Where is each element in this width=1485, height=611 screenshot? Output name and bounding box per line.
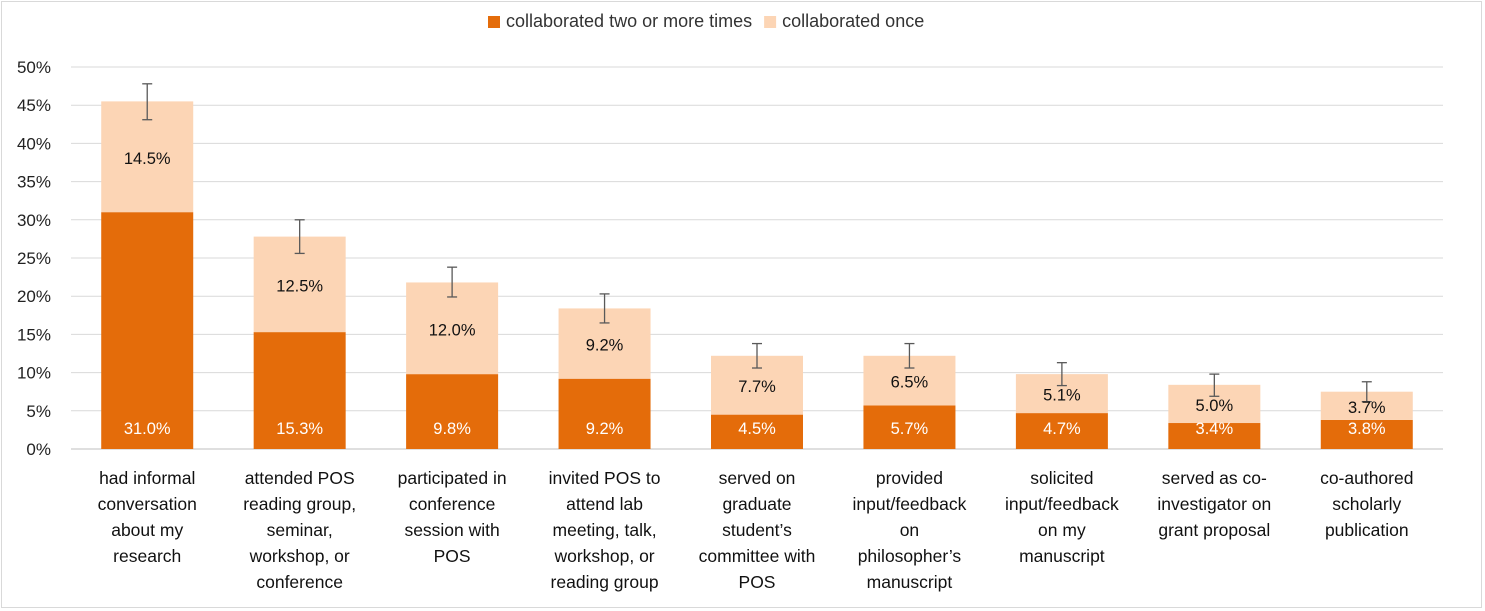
x-category-label: invited POS to attend lab meeting, talk, wo… — [549, 468, 661, 592]
x-category-label-line: reading group — [551, 572, 659, 592]
x-category-label-line: served on — [719, 468, 796, 488]
legend-entry: collaborated two or more times — [506, 11, 752, 31]
x-category-label-line: reading group, — [243, 494, 356, 514]
x-category-label-line: conference — [256, 572, 343, 592]
bar-segment-two-or-more — [406, 374, 499, 449]
data-label-once: 3.7% — [1348, 399, 1386, 417]
x-category-label-line: solicited — [1030, 468, 1093, 488]
x-category-label: participated in conference session with POS — [398, 468, 507, 566]
data-label-two-or-more: 3.4% — [1196, 420, 1234, 438]
y-tick-label: 45% — [17, 96, 51, 115]
x-category-label-line: session with — [404, 520, 499, 540]
y-tick-label: 50% — [17, 58, 51, 77]
x-category-label-line: about my — [111, 520, 183, 540]
data-label-two-or-more: 31.0% — [124, 420, 171, 438]
y-tick-label: 20% — [17, 287, 51, 306]
x-category-label-line: workshop, or — [249, 546, 350, 566]
x-category-label-line: POS — [739, 572, 776, 592]
x-category-label-line: input/feedback — [1005, 494, 1119, 514]
data-label-once: 9.2% — [586, 337, 624, 355]
x-category-label: provided input/feedback on philosopher’s man… — [853, 468, 967, 592]
x-category-label-line: scholarly — [1332, 494, 1401, 514]
x-category-label-line: invited POS to — [549, 468, 661, 488]
x-category-label-line: provided — [876, 468, 943, 488]
x-category-label-line: research — [113, 546, 181, 566]
x-category-label-line: student’s — [722, 520, 792, 540]
data-label-two-or-more: 9.2% — [586, 420, 624, 438]
x-category-label-line: on — [900, 520, 919, 540]
data-label-once: 14.5% — [124, 150, 171, 168]
y-tick-label: 40% — [17, 134, 51, 153]
x-category-label-line: had informal — [99, 468, 195, 488]
x-category-label-line: philosopher’s — [858, 546, 962, 566]
x-category-label-line: manuscript — [867, 572, 953, 592]
x-category-label-line: publication — [1325, 520, 1409, 540]
data-label-two-or-more: 5.7% — [891, 420, 929, 438]
bar-segment-two-or-more — [101, 212, 194, 449]
bar-segment-once — [406, 282, 499, 375]
legend-swatch — [488, 16, 500, 28]
bar-segment-two-or-more — [253, 332, 346, 449]
y-tick-label: 25% — [17, 249, 51, 268]
x-category-label-line: input/feedback — [853, 494, 967, 514]
x-category-label: attended POS reading group, seminar, worksh… — [243, 468, 356, 592]
data-label-once: 12.0% — [429, 321, 476, 339]
legend-swatch — [764, 16, 777, 28]
y-tick-label: 10% — [17, 364, 51, 383]
y-tick-label: 35% — [17, 173, 51, 192]
y-tick-label: 5% — [26, 402, 51, 421]
x-category-label-line: on my — [1038, 520, 1086, 540]
x-category-label: had informal conversation about my research — [98, 468, 197, 566]
y-tick-label: 30% — [17, 211, 51, 230]
bar-segment-two-or-more — [711, 414, 803, 449]
x-category-label-line: investigator on — [1157, 494, 1271, 514]
bar-segment-two-or-more — [1168, 423, 1261, 449]
data-label-once: 5.0% — [1196, 397, 1234, 415]
data-label-once: 7.7% — [738, 378, 776, 396]
x-category-label: co-authored scholarly publication — [1320, 468, 1413, 540]
x-category-label: solicited input/feedback on my manuscript — [1005, 468, 1119, 566]
x-category-label: served on graduate student’s committee with… — [699, 468, 816, 592]
bar-segment-two-or-more — [558, 378, 651, 449]
data-label-two-or-more: 4.5% — [738, 420, 776, 438]
x-category-label-line: workshop, or — [553, 546, 654, 566]
data-label-once: 5.1% — [1043, 387, 1081, 405]
x-category-label-line: conference — [409, 494, 496, 514]
x-category-label-line: seminar, — [267, 520, 333, 540]
x-category-label-line: co-authored — [1320, 468, 1413, 488]
bar-segment-two-or-more — [1320, 419, 1413, 449]
x-category-label-line: participated in — [398, 468, 507, 488]
data-label-two-or-more: 9.8% — [433, 420, 471, 438]
x-category-label-line: meeting, talk, — [553, 520, 657, 540]
data-label-two-or-more: 15.3% — [276, 420, 323, 438]
y-tick-label: 0% — [26, 440, 51, 459]
x-category-label: served as co-investigator on grant propos… — [1157, 468, 1271, 540]
y-tick-label: 15% — [17, 325, 51, 344]
x-category-label-line: graduate — [722, 494, 791, 514]
data-label-two-or-more: 3.8% — [1348, 420, 1386, 438]
x-category-label-line: attend lab — [566, 494, 643, 514]
x-category-label-line: POS — [434, 546, 471, 566]
legend-entry: collaborated once — [782, 11, 924, 31]
x-category-label-line: conversation — [98, 494, 197, 514]
bar-segment-two-or-more — [863, 405, 956, 449]
data-label-two-or-more: 4.7% — [1043, 420, 1081, 438]
data-label-once: 6.5% — [891, 374, 929, 392]
x-category-label-line: attended POS — [245, 468, 355, 488]
x-category-label-line: served as co- — [1162, 468, 1267, 488]
x-category-label-line: grant proposal — [1158, 520, 1270, 540]
data-label-once: 12.5% — [276, 277, 323, 295]
bar-segment-two-or-more — [1015, 413, 1108, 449]
x-category-label-line: manuscript — [1019, 546, 1105, 566]
x-category-label-line: committee with — [699, 546, 816, 566]
